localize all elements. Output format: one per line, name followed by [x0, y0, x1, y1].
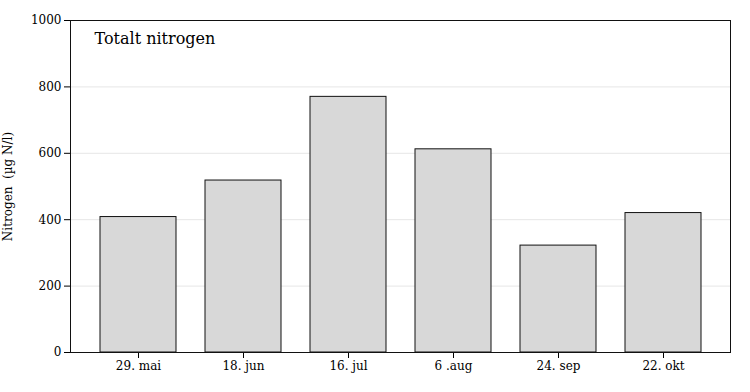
svg-text:16. jul: 16. jul [329, 359, 367, 373]
svg-text:22. okt: 22. okt [642, 359, 684, 373]
svg-text:Nitrogen (µg N/l): Nitrogen (µg N/l) [1, 132, 15, 241]
svg-text:29. mai: 29. mai [116, 359, 161, 373]
svg-text:800: 800 [39, 80, 62, 94]
svg-text:200: 200 [39, 279, 62, 293]
svg-text:18. jun: 18. jun [222, 359, 264, 373]
svg-text:400: 400 [39, 213, 62, 227]
svg-text:24. sep: 24. sep [537, 359, 581, 373]
svg-text:0: 0 [54, 345, 62, 359]
svg-text:1000: 1000 [31, 13, 62, 27]
svg-text:6 .aug: 6 .aug [435, 359, 473, 373]
svg-text:600: 600 [39, 146, 62, 160]
svg-text:Totalt nitrogen: Totalt nitrogen [95, 29, 216, 48]
